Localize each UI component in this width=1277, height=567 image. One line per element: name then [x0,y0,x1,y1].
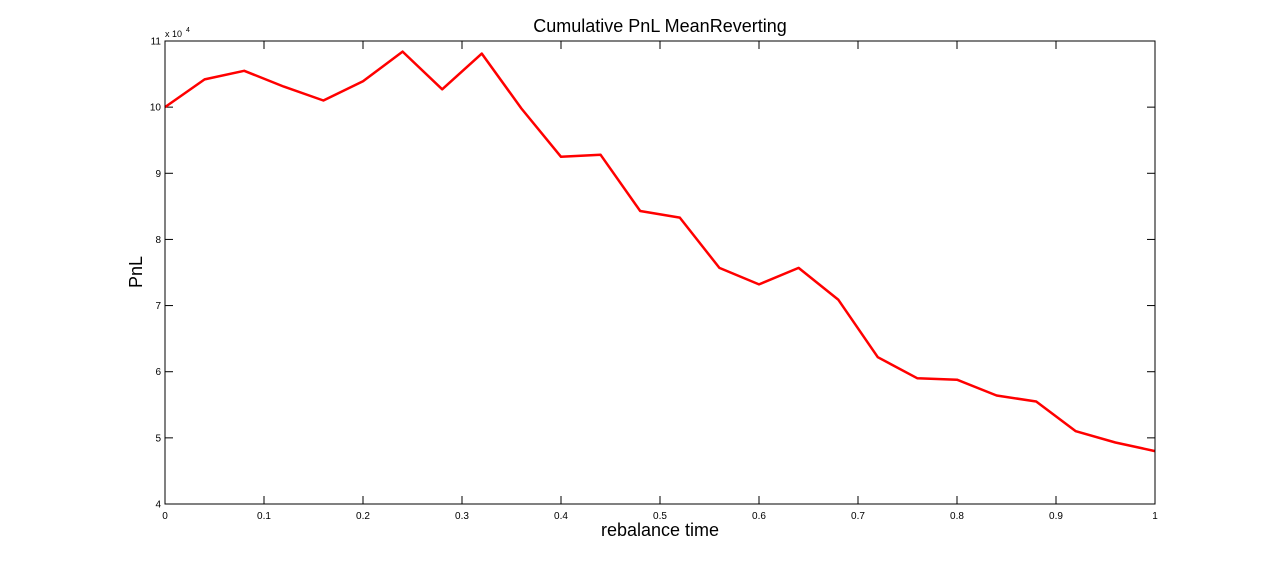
y-axis-exponent-base: x 10 [165,29,182,39]
y-tick-label: 6 [155,367,161,378]
x-tick-label: 0.9 [1049,511,1063,522]
x-tick-label: 0.4 [554,511,568,522]
y-tick-label: 9 [155,169,161,180]
x-tick-label: 0.2 [356,511,370,522]
chart-title: Cumulative PnL MeanReverting [533,16,786,36]
y-tick-label: 10 [150,103,162,114]
x-tick-label: 0.6 [752,511,766,522]
x-tick-label: 1 [1152,511,1158,522]
x-tick-label: 0.8 [950,511,964,522]
axes-box [164,40,1156,505]
series-layer [164,50,1156,453]
x-tick-label: 0.1 [257,511,271,522]
x-axis-ticks: 0 0.1 0.2 0.3 0.4 0.5 0.6 0.7 0.8 0.9 1 [162,41,1158,522]
y-axis-exponent-power: 4 [186,27,190,34]
y-tick-label: 11 [151,37,162,48]
y-tick-label: 8 [155,235,161,246]
y-tick-label: 5 [155,433,161,444]
y-tick-label: 7 [155,301,161,312]
x-tick-label: 0.5 [653,511,667,522]
y-tick-label: 4 [155,500,161,511]
y-axis-label: PnL [126,256,146,288]
x-tick-label: 0.7 [851,511,865,522]
x-axis-label: rebalance time [601,520,719,540]
series-line [164,50,1156,453]
x-tick-label: 0.3 [455,511,469,522]
plot-area [165,41,1155,504]
x-tick-label: 0 [162,511,168,522]
